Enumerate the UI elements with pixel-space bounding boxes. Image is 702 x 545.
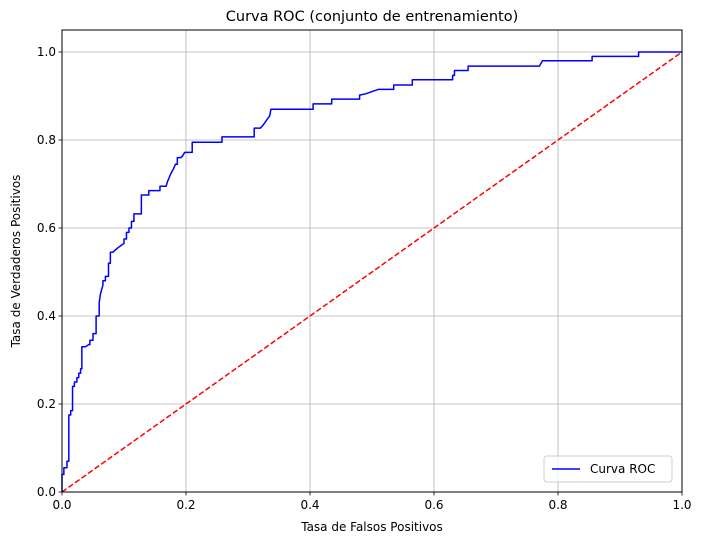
random-baseline-line <box>61 51 683 493</box>
legend-label: Curva ROC <box>590 462 655 476</box>
y-tick-label: 0.4 <box>37 309 56 323</box>
legend: Curva ROC <box>543 455 673 483</box>
grid <box>61 30 683 493</box>
y-tick-label: 0.8 <box>37 133 56 147</box>
x-tick-label: 0.2 <box>176 498 195 512</box>
y-ticks: 0.0 0.2 0.4 0.6 0.8 1.0 <box>37 45 62 499</box>
y-axis-label: Tasa de Verdaderos Positivos <box>9 175 23 349</box>
series-layer <box>61 51 683 493</box>
chart-title: Curva ROC (conjunto de entrenamiento) <box>226 9 519 25</box>
x-tick-label: 0.4 <box>300 498 319 512</box>
legend-box <box>543 455 673 483</box>
plot-frame <box>61 29 683 493</box>
y-tick-label: 0.0 <box>37 485 56 499</box>
x-tick-label: 0.6 <box>424 498 443 512</box>
x-axis-label: Tasa de Falsos Positivos <box>300 520 443 534</box>
x-ticks: 0.0 0.2 0.4 0.6 0.8 1.0 <box>52 492 692 512</box>
y-tick-label: 0.6 <box>37 221 56 235</box>
x-tick-label: 0.0 <box>52 498 71 512</box>
x-tick-label: 1.0 <box>672 498 691 512</box>
y-tick-label: 1.0 <box>37 45 56 59</box>
y-tick-label: 0.2 <box>37 397 56 411</box>
roc-curve-line <box>61 51 682 492</box>
x-tick-label: 0.8 <box>548 498 567 512</box>
